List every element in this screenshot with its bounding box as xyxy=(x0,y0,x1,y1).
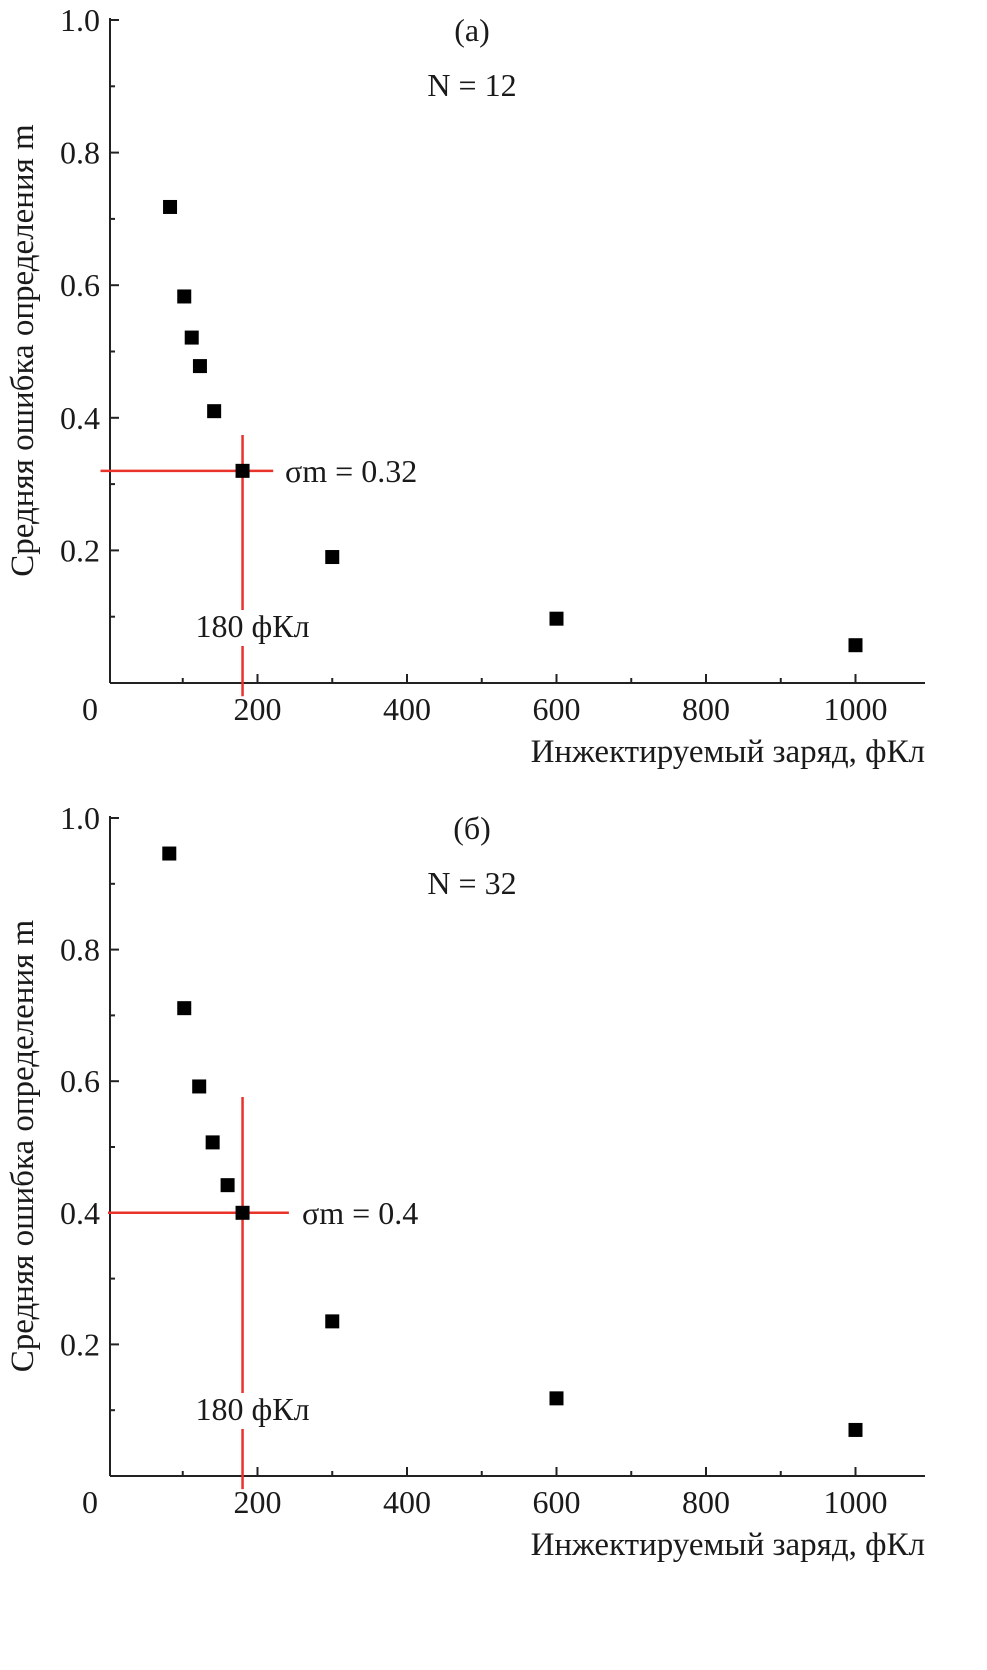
x-axis-label: Инжектируемый заряд, фКл xyxy=(531,734,925,770)
x-tick-label: 0 xyxy=(82,691,98,727)
y-tick-label: 0.4 xyxy=(60,1195,100,1231)
data-point xyxy=(848,1422,863,1437)
data-point xyxy=(205,1135,220,1150)
data-point xyxy=(549,611,564,626)
y-tick-label: 1.0 xyxy=(60,2,100,38)
data-point xyxy=(163,199,178,214)
x-tick-label: 400 xyxy=(383,1484,431,1520)
sigma-label: σm = 0.4 xyxy=(302,1195,418,1231)
x-tick-label: 600 xyxy=(533,1484,581,1520)
data-point xyxy=(177,1001,192,1016)
y-axis-label: Средняя ошибка определения m xyxy=(5,919,41,1372)
data-point xyxy=(207,404,222,419)
x-tick-label: 200 xyxy=(234,691,282,727)
panel-label: (б) xyxy=(453,810,491,846)
data-point xyxy=(192,359,207,374)
data-point xyxy=(549,1391,564,1406)
y-tick-label: 0.6 xyxy=(60,267,100,303)
data-point xyxy=(220,1178,235,1193)
x-tick-label: 800 xyxy=(682,1484,730,1520)
data-point xyxy=(177,289,192,304)
y-tick-label: 0.4 xyxy=(60,400,100,436)
x-tick-label: 600 xyxy=(533,691,581,727)
y-tick-label: 0.2 xyxy=(60,532,100,568)
n-label: N = 32 xyxy=(427,865,516,901)
y-tick-label: 0.6 xyxy=(60,1063,100,1099)
data-point xyxy=(192,1079,207,1094)
panel-2: 0 200 400 600 800 1000 0.2 0.4 0.6 0.8 1.0 Инжектир… xyxy=(5,800,925,1563)
x-axis-label: Инжектируемый заряд, фКл xyxy=(531,1527,925,1563)
y-tick-label: 0.2 xyxy=(60,1326,100,1362)
y-tick-label: 0.8 xyxy=(60,135,100,171)
x-tick-label: 1000 xyxy=(824,691,888,727)
y-tick-label: 1.0 xyxy=(60,800,100,836)
charge-label-bg xyxy=(190,610,317,646)
sigma-label: σm = 0.32 xyxy=(285,453,417,489)
data-point xyxy=(162,846,177,861)
data-point xyxy=(235,463,250,478)
data-point xyxy=(184,330,199,345)
x-tick-label: 0 xyxy=(82,1484,98,1520)
x-tick-label: 200 xyxy=(234,1484,282,1520)
x-tick-label: 800 xyxy=(682,691,730,727)
y-axis-label: Средняя ошибка определения m xyxy=(5,124,41,577)
data-point xyxy=(325,1314,340,1329)
charge-label-bg xyxy=(190,1393,317,1429)
x-tick-label: 400 xyxy=(383,691,431,727)
x-tick-label: 1000 xyxy=(824,1484,888,1520)
charge-label: 180 фКл xyxy=(196,1391,310,1427)
y-tick-label: 0.8 xyxy=(60,932,100,968)
panel-label: (a) xyxy=(454,12,490,48)
charge-label: 180 фКл xyxy=(196,608,310,644)
data-point xyxy=(235,1205,250,1220)
data-point xyxy=(325,550,340,565)
panel-1: 0 200 400 600 800 1000 0.2 0.4 0.6 0.8 1.0 Инжектир… xyxy=(5,2,925,770)
data-point xyxy=(848,638,863,653)
n-label: N = 12 xyxy=(427,67,516,103)
